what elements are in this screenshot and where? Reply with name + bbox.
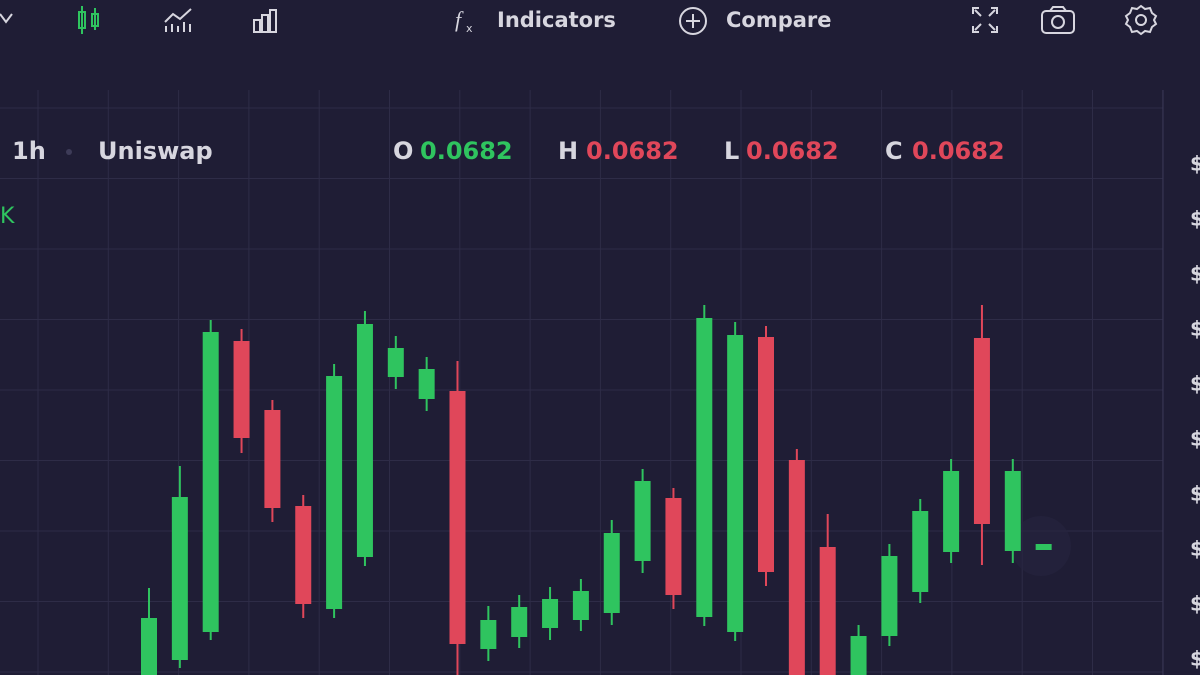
candle-body bbox=[356, 324, 373, 557]
candles bbox=[141, 305, 1052, 675]
candle-body bbox=[943, 471, 960, 552]
price-axis-label: $ bbox=[1190, 372, 1200, 396]
price-axis-label: $ bbox=[1190, 592, 1200, 616]
open-value: 0.0682 bbox=[420, 137, 513, 165]
candle-body bbox=[819, 547, 836, 675]
fullscreen-button[interactable] bbox=[972, 7, 998, 33]
high-label: H bbox=[558, 137, 578, 165]
candle-body bbox=[603, 533, 620, 613]
candle-body bbox=[418, 369, 435, 399]
close-label: C bbox=[885, 137, 903, 165]
candle-body bbox=[758, 337, 774, 572]
volume-suffix: K bbox=[0, 204, 15, 229]
pair-name: Uniswap bbox=[98, 137, 213, 165]
candle-body bbox=[696, 318, 713, 617]
line-type-button[interactable] bbox=[164, 8, 192, 32]
candle-body bbox=[881, 556, 898, 636]
low-label: L bbox=[724, 137, 739, 165]
candle-body bbox=[171, 497, 188, 660]
fx-icon-x: x bbox=[466, 22, 473, 35]
low-value: 0.0682 bbox=[746, 137, 839, 165]
price-axis: $ $ $ $ $ $ $ $ $ $ bbox=[1190, 152, 1200, 671]
price-axis-label: $ bbox=[1190, 262, 1200, 286]
candle-body bbox=[202, 332, 219, 632]
compare-button[interactable]: Compare bbox=[726, 8, 832, 32]
interval: 1h bbox=[12, 137, 46, 165]
price-axis-label: $ bbox=[1190, 152, 1200, 176]
candle-body bbox=[727, 335, 744, 632]
bar-type-button[interactable] bbox=[253, 9, 277, 33]
candle-body bbox=[973, 338, 990, 524]
candle-body bbox=[1035, 544, 1052, 550]
candle-body bbox=[850, 636, 867, 675]
price-axis-label: $ bbox=[1190, 207, 1200, 231]
candle-body bbox=[295, 506, 312, 604]
candle-body bbox=[634, 481, 651, 561]
compare-icon-plus bbox=[686, 14, 700, 28]
candle-body bbox=[665, 498, 682, 595]
candle-type-button[interactable] bbox=[78, 6, 99, 34]
candle-body bbox=[387, 348, 404, 377]
compare-icon bbox=[679, 7, 707, 35]
price-axis-label: $ bbox=[1190, 647, 1200, 671]
candle-body bbox=[141, 618, 157, 675]
fx-icon: f bbox=[455, 7, 464, 32]
open-label: O bbox=[393, 137, 413, 165]
settings-button[interactable] bbox=[1124, 4, 1158, 36]
collapse-chevron[interactable] bbox=[0, 13, 13, 24]
candle-body bbox=[542, 599, 559, 628]
candle-body bbox=[480, 620, 497, 649]
price-axis-label: $ bbox=[1190, 317, 1200, 341]
ohlc-legend: 1h Uniswap O 0.0682 H 0.0682 L 0.0682 C … bbox=[0, 137, 1005, 229]
separator-dot bbox=[66, 149, 72, 155]
close-value: 0.0682 bbox=[912, 137, 1005, 165]
candle-body bbox=[264, 410, 281, 508]
screenshot-button[interactable] bbox=[1041, 6, 1075, 34]
price-axis-label: $ bbox=[1190, 537, 1200, 561]
high-value: 0.0682 bbox=[586, 137, 679, 165]
price-axis-label: $ bbox=[1190, 427, 1200, 451]
candle-body bbox=[912, 511, 929, 592]
candle-body bbox=[788, 460, 805, 675]
indicators-button[interactable]: Indicators bbox=[497, 8, 616, 32]
price-axis-label: $ bbox=[1190, 482, 1200, 506]
candle-body bbox=[511, 607, 528, 637]
candle-body bbox=[326, 376, 343, 609]
candle-body bbox=[572, 591, 589, 620]
candle-body bbox=[449, 391, 466, 644]
candle-body bbox=[1004, 471, 1021, 551]
candle-body bbox=[233, 341, 250, 438]
toolbar: f x Indicators Compare bbox=[0, 4, 1158, 36]
